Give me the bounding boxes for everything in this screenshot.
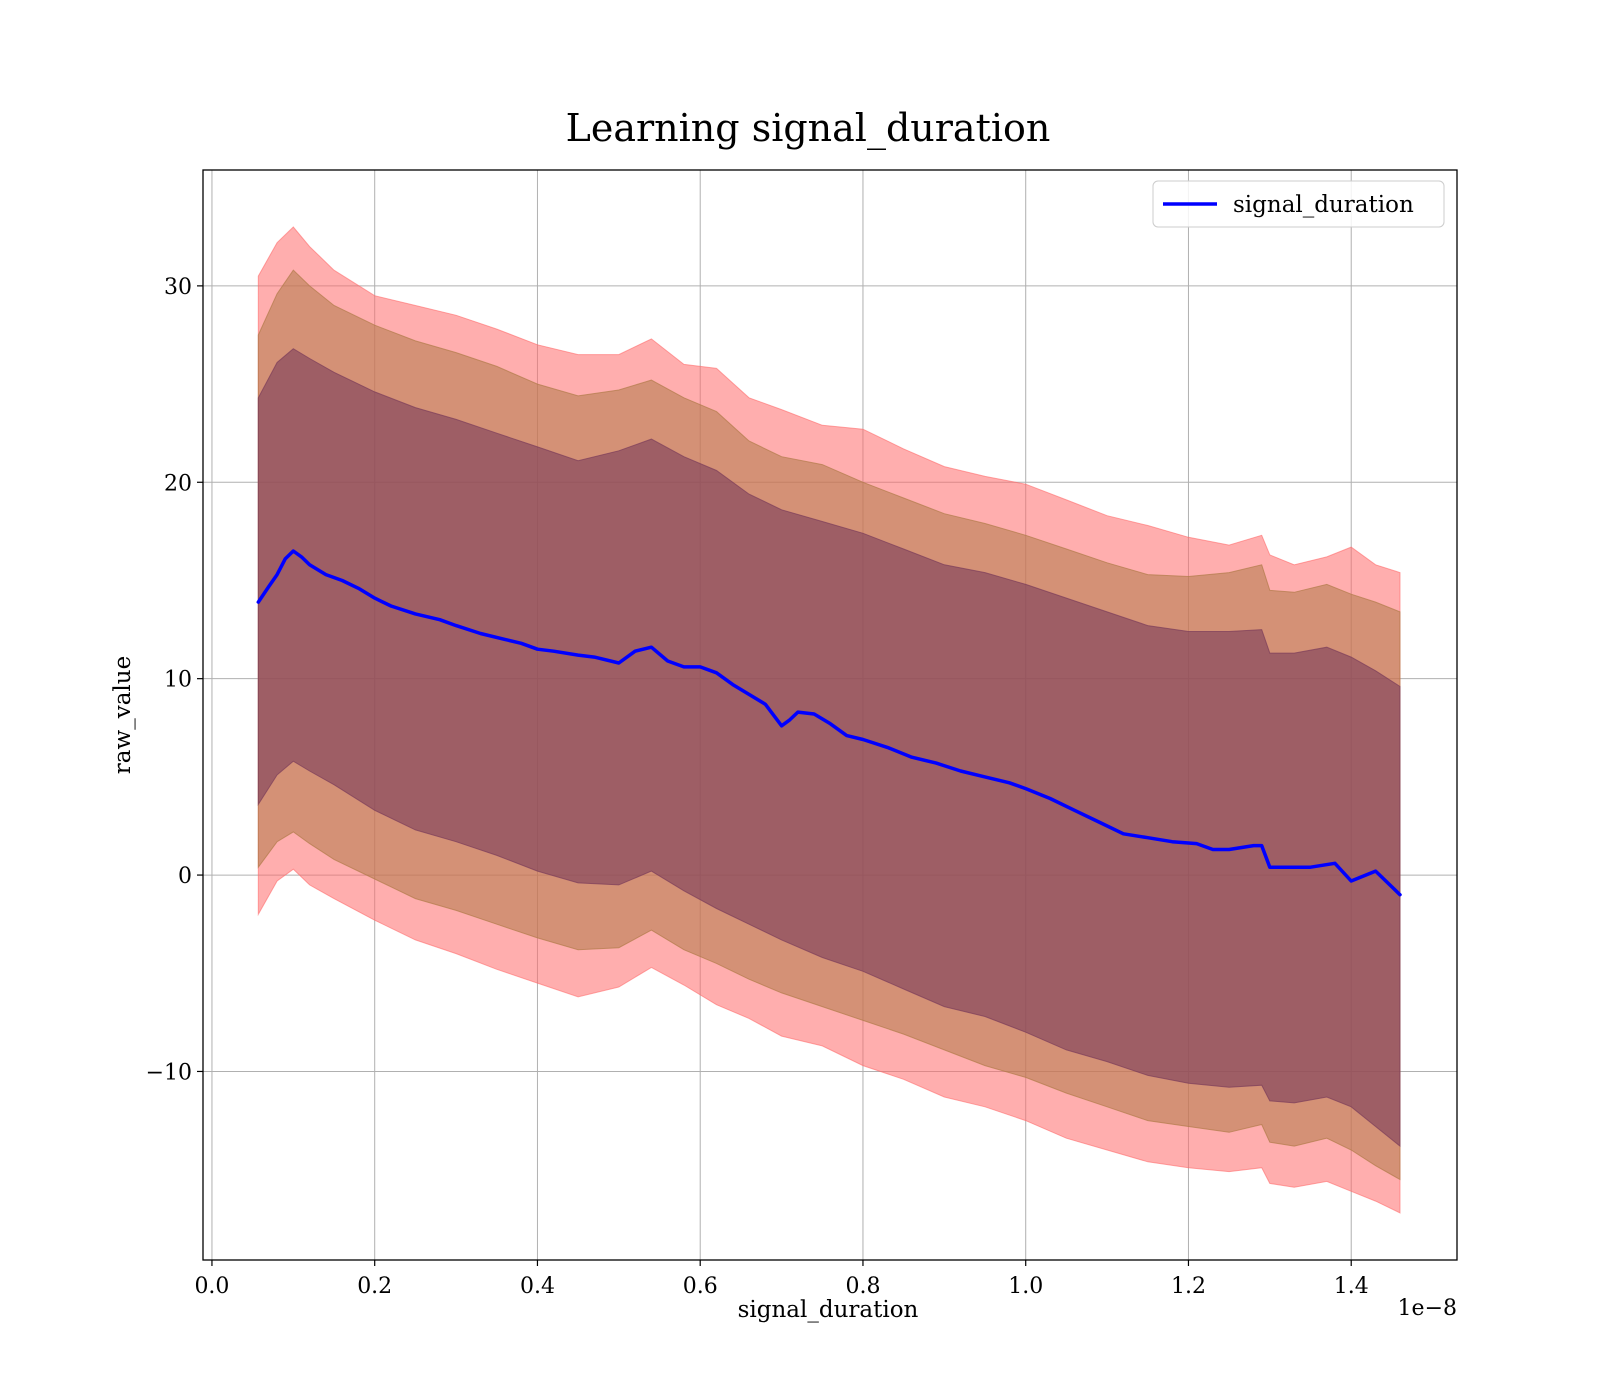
legend-box	[1152, 180, 1445, 228]
x-tick-label: 0.4	[520, 1274, 555, 1299]
chart-title: Learning signal_duration	[566, 106, 1051, 151]
x-tick-label: 1.2	[1171, 1274, 1206, 1299]
x-tick-label: 1.4	[1334, 1274, 1369, 1299]
y-tick-label: −10	[146, 1060, 192, 1085]
x-tick-label: 0.2	[357, 1274, 392, 1299]
x-tick-label: 0.8	[845, 1274, 880, 1299]
series-line-signal-duration	[256, 549, 1402, 897]
y-tick-label: 30	[164, 275, 192, 300]
x-tick-label: 0.6	[683, 1274, 718, 1299]
y-tick-label: 10	[164, 668, 192, 693]
legend: signal_duration	[1152, 180, 1445, 228]
y-tick-label: 20	[164, 471, 192, 496]
x-tick-label: 1.0	[1008, 1274, 1043, 1299]
y-axis-label: raw_value	[110, 656, 136, 774]
y-tick-label: 0	[178, 864, 192, 889]
y-axis-ticks: −10 0 10 20 30	[146, 275, 203, 1085]
series-lines	[256, 549, 1402, 897]
x-tick-label: 0.0	[194, 1274, 229, 1299]
plot-frame	[202, 169, 1458, 1261]
band-inner	[257, 348, 1401, 1148]
x-axis-offset-text: 1e−8	[1398, 1296, 1457, 1321]
x-axis-label: signal_duration	[738, 1297, 919, 1323]
legend-entry-label: signal_duration	[1233, 192, 1414, 218]
confidence-bands	[257, 226, 1401, 1214]
plot-area	[256, 226, 1402, 1214]
x-axis-ticks: 0.0 0.2 0.4 0.6 0.8 1.0 1.2 1.4	[194, 1260, 1369, 1299]
